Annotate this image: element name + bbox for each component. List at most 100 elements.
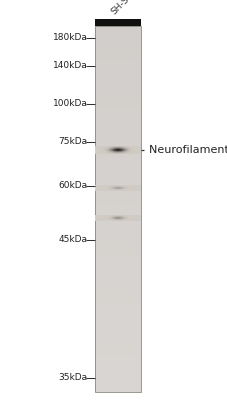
Bar	[95, 227, 141, 228]
Bar	[95, 28, 141, 29]
Bar	[95, 336, 141, 337]
Bar	[95, 54, 141, 55]
Bar	[95, 91, 141, 92]
Bar	[95, 376, 141, 377]
Bar	[95, 72, 141, 73]
Bar	[95, 238, 141, 239]
Bar	[95, 173, 141, 174]
Bar	[95, 390, 141, 391]
Bar	[95, 291, 141, 292]
Bar	[95, 101, 141, 102]
Bar	[95, 55, 141, 56]
Bar	[95, 46, 141, 47]
Bar	[95, 179, 141, 180]
Bar	[95, 26, 141, 392]
Bar	[95, 305, 141, 306]
Bar	[95, 194, 141, 195]
Bar	[95, 189, 141, 190]
Bar	[95, 19, 141, 26]
Bar	[95, 309, 141, 310]
Bar	[95, 256, 141, 258]
Bar	[95, 102, 141, 103]
Bar	[95, 96, 141, 97]
Bar	[95, 103, 141, 104]
Bar	[95, 87, 141, 88]
Bar	[95, 341, 141, 342]
Text: 100kDa: 100kDa	[52, 100, 87, 108]
Bar	[95, 115, 141, 116]
Bar	[95, 120, 141, 121]
Bar	[95, 307, 141, 308]
Bar	[95, 27, 141, 28]
Text: Neurofilament L: Neurofilament L	[149, 145, 227, 155]
Bar	[95, 377, 141, 378]
Bar	[95, 198, 141, 199]
Bar	[95, 328, 141, 329]
Bar	[95, 190, 141, 191]
Bar	[95, 283, 141, 284]
Bar	[95, 86, 141, 87]
Text: 75kDa: 75kDa	[58, 138, 87, 146]
Bar	[95, 191, 141, 192]
Bar	[95, 97, 141, 98]
Bar	[95, 182, 141, 183]
Bar	[95, 44, 141, 45]
Bar	[95, 219, 141, 220]
Bar	[95, 34, 141, 35]
Bar	[95, 213, 141, 214]
Bar	[95, 363, 141, 364]
Bar	[95, 240, 141, 241]
Bar	[95, 195, 141, 196]
Bar	[95, 65, 141, 66]
Bar	[95, 64, 141, 65]
Bar	[95, 176, 141, 177]
Text: 140kDa: 140kDa	[53, 62, 87, 70]
Bar	[95, 384, 141, 385]
Bar	[95, 356, 141, 357]
Bar	[95, 371, 141, 372]
Bar	[95, 292, 141, 293]
Bar	[95, 223, 141, 224]
Bar	[95, 218, 141, 219]
Bar	[95, 297, 141, 298]
Bar	[95, 83, 141, 84]
Bar	[95, 288, 141, 289]
Bar	[95, 29, 141, 30]
Bar	[95, 184, 141, 185]
Bar	[95, 266, 141, 267]
Bar	[95, 321, 141, 322]
Bar	[95, 94, 141, 95]
Bar	[95, 30, 141, 32]
Bar	[95, 347, 141, 348]
Bar	[95, 344, 141, 345]
Text: 35kDa: 35kDa	[58, 374, 87, 382]
Bar	[95, 306, 141, 307]
Bar	[95, 131, 141, 132]
Bar	[95, 188, 141, 189]
Bar	[95, 232, 141, 233]
Bar	[95, 271, 141, 272]
Bar	[95, 383, 141, 384]
Bar	[95, 175, 141, 176]
Bar	[95, 338, 141, 339]
Bar	[95, 268, 141, 269]
Bar	[95, 310, 141, 312]
Bar	[95, 76, 141, 77]
Bar	[95, 359, 141, 360]
Bar	[95, 326, 141, 327]
Bar	[95, 389, 141, 390]
Bar	[95, 136, 141, 137]
Bar	[95, 67, 141, 68]
Bar	[95, 114, 141, 115]
Bar	[95, 314, 141, 315]
Bar	[95, 342, 141, 344]
Bar	[95, 216, 141, 217]
Bar	[95, 50, 141, 51]
Bar	[95, 58, 141, 59]
Bar	[95, 381, 141, 382]
Bar	[95, 186, 141, 187]
Bar	[95, 289, 141, 290]
Bar	[95, 211, 141, 212]
Bar	[95, 125, 141, 126]
Bar	[95, 296, 141, 297]
